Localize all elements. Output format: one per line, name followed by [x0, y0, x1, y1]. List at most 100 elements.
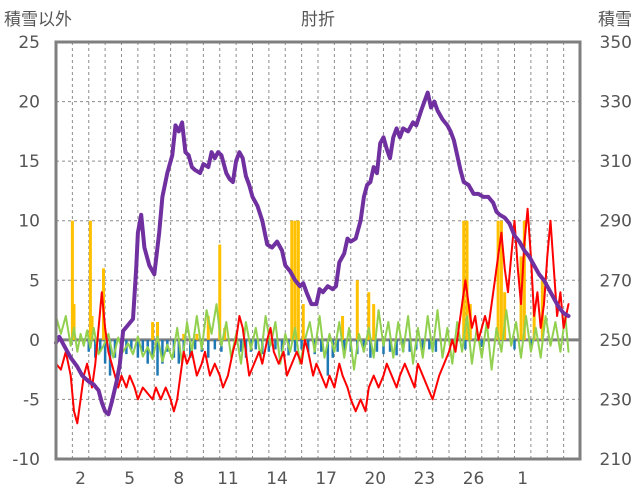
snowfall-bar — [496, 220, 500, 340]
snowfall-bar — [218, 244, 222, 340]
x-tick-label: 11 — [217, 469, 239, 489]
snowfall-bar — [532, 304, 536, 340]
x-tick-label: 17 — [315, 469, 337, 489]
precip-bar — [254, 339, 258, 350]
precip-bar — [369, 339, 372, 358]
precip-bar — [213, 339, 217, 350]
precip-bar — [480, 339, 483, 348]
precip-bar — [141, 339, 145, 352]
right-tick-label: 350 — [600, 33, 632, 53]
snowfall-bar — [70, 220, 74, 340]
snowfall-bar — [156, 321, 160, 340]
precip-bar — [177, 339, 181, 364]
snowfall-bar — [372, 304, 376, 340]
snowfall-bar — [465, 220, 469, 340]
snowfall-bar — [206, 316, 210, 340]
snowfall-bar — [462, 220, 466, 340]
precip-bar — [320, 339, 323, 352]
line-layer — [54, 90, 571, 425]
precip-bar — [388, 339, 392, 352]
chart-title: 肘折 — [301, 10, 335, 30]
precip-bar — [87, 339, 90, 352]
precip-bar — [130, 339, 133, 350]
left-tick-label: 25 — [18, 33, 40, 53]
precip-bar — [293, 339, 297, 352]
precip-bar — [151, 339, 154, 358]
wind-line — [55, 303, 570, 371]
precip-bar — [103, 339, 107, 364]
precip-bar — [300, 339, 303, 350]
precip-bar — [193, 339, 197, 350]
precip-bar — [513, 339, 516, 350]
left-tick-label: 20 — [18, 93, 40, 113]
precip-bar — [342, 339, 346, 356]
left-tick-label: -5 — [23, 390, 40, 410]
precip-bar — [136, 339, 140, 358]
precip-bar — [98, 339, 102, 352]
snowfall-bar — [151, 321, 155, 340]
precip-bar — [326, 339, 330, 376]
left-tick-label: 10 — [18, 212, 40, 232]
snowfall-bar — [355, 280, 359, 340]
x-tick-label: 23 — [414, 469, 436, 489]
left-axis-title: 積雪以外 — [4, 10, 72, 30]
right-tick-label: 270 — [600, 271, 632, 291]
precip-bar — [362, 339, 366, 352]
snowfall-bar — [195, 333, 199, 340]
precip-bar — [274, 339, 277, 350]
snowfall-bar — [301, 304, 305, 340]
x-tick-label: 20 — [364, 469, 386, 489]
left-tick-label: 5 — [29, 271, 40, 291]
snowfall-bar — [341, 316, 345, 340]
x-tick-label: 5 — [124, 469, 135, 489]
right-tick-label: 310 — [600, 152, 632, 172]
x-tick-label: 8 — [173, 469, 184, 489]
snowfall-bar — [88, 220, 92, 340]
left-tick-label: 0 — [29, 331, 40, 351]
precip-bar — [428, 339, 431, 350]
precip-bar — [280, 339, 284, 352]
plot-frame — [54, 40, 582, 461]
snowfall-bar — [290, 220, 294, 340]
snow_depth-line — [54, 90, 571, 417]
precip-bar — [408, 339, 411, 352]
precip-bar — [395, 339, 398, 356]
precip-bar — [464, 339, 467, 350]
precip-bar — [306, 339, 310, 352]
precip-bar — [239, 339, 243, 352]
left-tick-label: -10 — [12, 450, 40, 470]
precip-bar — [156, 339, 159, 376]
axis-layer: -10-505101520252102302502702903103303502… — [12, 33, 632, 489]
left-tick-label: 15 — [18, 152, 40, 172]
right-tick-label: 210 — [600, 450, 632, 470]
x-tick-label: 2 — [75, 469, 86, 489]
right-tick-label: 230 — [600, 390, 632, 410]
snowfall-bar — [499, 220, 503, 340]
right-tick-label: 250 — [600, 331, 632, 351]
precip-bar — [421, 339, 425, 352]
precip-bar — [267, 339, 271, 352]
precip-bar — [94, 339, 97, 358]
precip-bar — [189, 339, 192, 358]
precip-bar — [382, 339, 385, 355]
precip-bar — [336, 339, 339, 352]
snowfall-bar — [182, 333, 186, 340]
temperature-line — [55, 207, 570, 425]
snowfall-bar — [522, 220, 526, 340]
x-tick-label: 14 — [266, 469, 288, 489]
precip-bar — [146, 339, 149, 364]
snowfall-bar — [72, 304, 76, 340]
x-tick-label: 26 — [463, 469, 485, 489]
snowfall-bar — [90, 316, 94, 340]
right-tick-label: 330 — [600, 93, 632, 113]
snowfall-bar — [296, 220, 300, 340]
precip-bar — [375, 339, 379, 352]
right-axis-title: 積雪 — [598, 10, 632, 30]
right-tick-label: 290 — [600, 212, 632, 232]
precip-bar — [207, 339, 210, 358]
precip-bar — [434, 339, 438, 352]
x-tick-label: 1 — [517, 469, 528, 489]
precip-bar — [529, 339, 533, 348]
